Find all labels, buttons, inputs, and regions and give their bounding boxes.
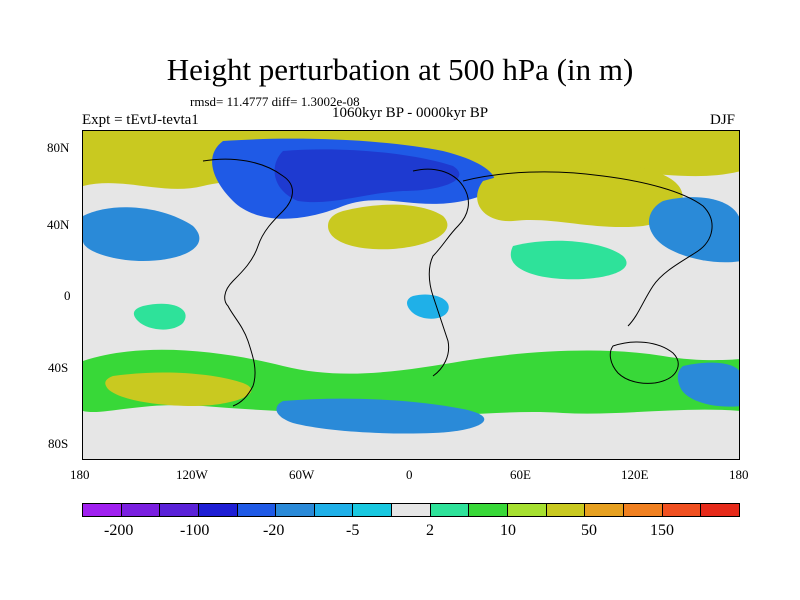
lat-label: 80N	[47, 140, 70, 155]
lat-label: 40N	[47, 217, 70, 232]
colorbar-box	[546, 504, 586, 516]
southern-pacific-blue-anomaly	[677, 362, 739, 407]
colorbar-box	[121, 504, 161, 516]
colorbar-box	[198, 504, 238, 516]
colorbar-box	[585, 504, 624, 516]
colorbar-box	[662, 504, 702, 516]
stats-line: rmsd= 11.4777 diff= 1.3002e-08	[190, 94, 360, 109]
coastlines	[202, 158, 713, 407]
colorbar-box	[160, 504, 199, 516]
americas-coast	[202, 158, 293, 407]
colorbar-label: 50	[581, 522, 597, 539]
colorbar-box	[701, 504, 739, 516]
pacific-negative-anomaly	[83, 207, 200, 261]
southern-green-anomaly	[83, 349, 739, 417]
southern-blue-anomaly	[276, 398, 485, 434]
north-deep-negative-anomaly	[274, 149, 460, 203]
season-label: DJF	[710, 112, 736, 128]
colorbar-box	[623, 504, 663, 516]
colorbar-box	[314, 504, 354, 516]
lon-label: 120E	[621, 467, 649, 482]
asia-coast	[462, 171, 713, 327]
colorbar	[82, 503, 740, 517]
lat-label: 40S	[48, 360, 69, 375]
colorbar-box	[83, 504, 122, 516]
australia-coast	[609, 341, 679, 384]
colorbar-label: -20	[263, 522, 285, 539]
colorbar-box	[430, 504, 470, 516]
lon-label: 180	[70, 467, 90, 482]
colorbar-label: -200	[104, 522, 134, 539]
tropical-patch	[133, 303, 186, 330]
atlantic-positive-anomaly	[328, 204, 448, 250]
colorbar-label: -5	[346, 522, 360, 539]
colorbar-box	[237, 504, 277, 516]
southern-olive-anomaly	[105, 372, 252, 406]
map-field	[83, 131, 739, 459]
colorbar-label: 150	[650, 522, 674, 539]
lat-label: 0	[64, 288, 71, 303]
map-panel	[82, 130, 740, 460]
colorbar-label: 2	[426, 522, 434, 539]
colorbar-box	[276, 504, 315, 516]
lon-label: 180	[729, 467, 749, 482]
colorbar-box	[469, 504, 509, 516]
subtitle: 1060kyr BP - 0000kyr BP	[331, 105, 489, 121]
europe-africa-coast	[412, 168, 469, 377]
lat-label: 80S	[48, 436, 69, 451]
lon-label: 120W	[176, 467, 208, 482]
colorbar-box	[392, 504, 431, 516]
lon-label: 60W	[289, 467, 315, 482]
lon-label: 60E	[510, 467, 531, 482]
east-asia-negative-anomaly	[649, 197, 739, 263]
eurasia-positive-anomaly	[477, 163, 683, 228]
figure-title: Height perturbation at 500 hPa (in m)	[166, 52, 634, 87]
colorbar-label: 10	[500, 522, 516, 539]
colorbar-box	[353, 504, 393, 516]
colorbar-box	[508, 504, 547, 516]
lon-label: 0	[406, 467, 413, 482]
experiment-label: Expt = tEvtJ-tevta1	[82, 112, 199, 128]
colorbar-label: -100	[180, 522, 210, 539]
subtropical-green-anomaly	[510, 240, 627, 280]
